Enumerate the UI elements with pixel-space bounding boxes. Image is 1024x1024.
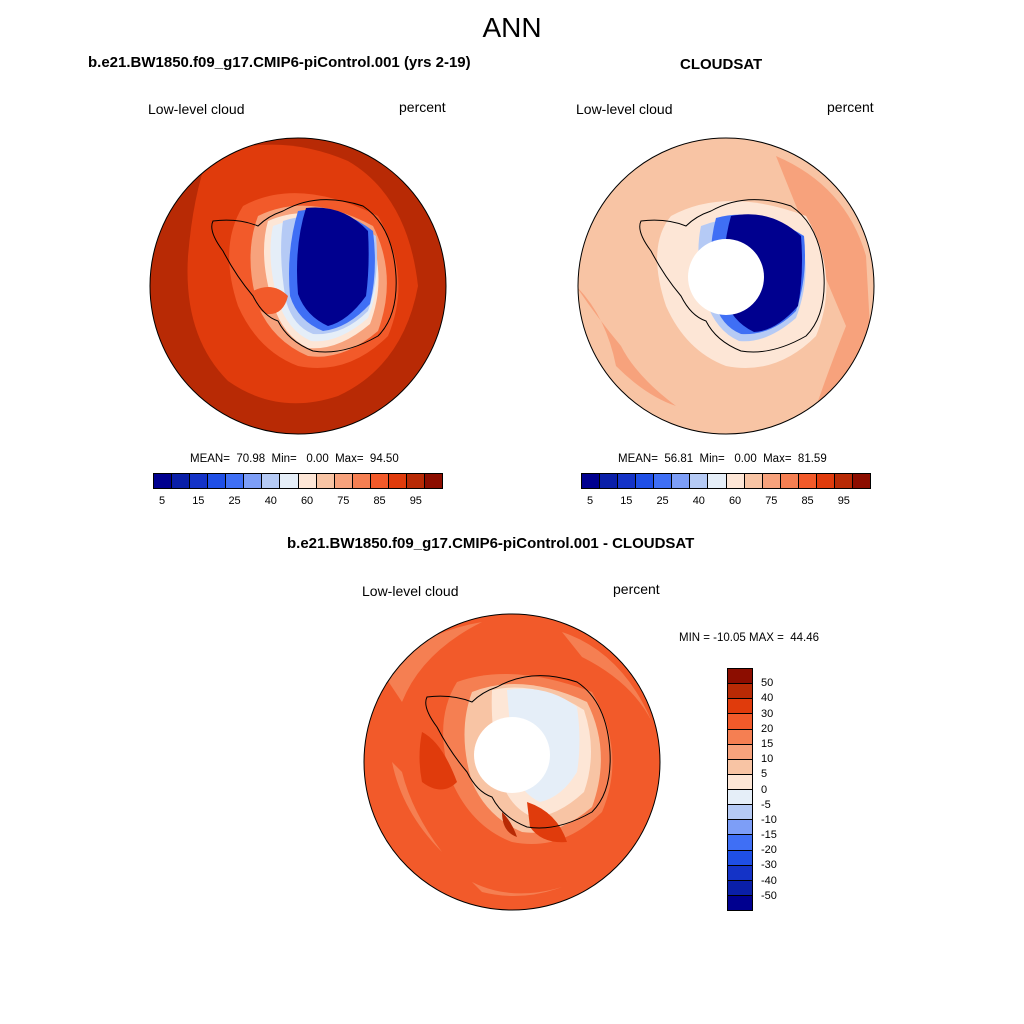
colorbar-swatch bbox=[208, 474, 227, 488]
panel-2-stats: MEAN= 56.81 Min= 0.00 Max= 81.59 bbox=[618, 453, 827, 465]
colorbar-swatch bbox=[728, 790, 752, 806]
colorbar-swatch bbox=[190, 474, 209, 488]
colorbar-swatch bbox=[654, 474, 673, 488]
colorbar-swatch bbox=[834, 474, 853, 488]
colorbar-swatch bbox=[728, 699, 752, 715]
colorbar-swatch bbox=[728, 820, 752, 836]
colorbar-swatch bbox=[618, 474, 637, 488]
colorbar-tick-label: -20 bbox=[761, 844, 777, 857]
colorbar-tick-label: 5 bbox=[761, 768, 768, 781]
colorbar-tick-label: 30 bbox=[761, 707, 774, 720]
colorbar-tick-label: 0 bbox=[761, 783, 768, 796]
colorbar-tick-label: 50 bbox=[761, 677, 774, 690]
colorbar-swatch bbox=[816, 474, 835, 488]
panel-2-left-label: Low-level cloud bbox=[576, 101, 673, 117]
colorbar-tick-label: -15 bbox=[761, 829, 777, 842]
colorbar-swatch bbox=[280, 474, 299, 488]
colorbar-tick-label: 75 bbox=[765, 495, 778, 507]
panel-1-stats: MEAN= 70.98 Min= 0.00 Max= 94.50 bbox=[190, 453, 399, 465]
colorbar-tick-label: 60 bbox=[728, 495, 742, 507]
colorbar-tick-label: 5 bbox=[587, 495, 594, 507]
colorbar-swatch bbox=[728, 744, 752, 760]
panel-1-right-label: percent bbox=[399, 99, 446, 115]
colorbar-swatch bbox=[780, 474, 799, 488]
colorbar-tick-label: 60 bbox=[300, 495, 314, 507]
panel-2-colorbar bbox=[581, 473, 871, 489]
colorbar-swatch bbox=[798, 474, 817, 488]
colorbar-tick-label: 85 bbox=[801, 495, 814, 507]
colorbar-swatch bbox=[600, 474, 619, 488]
colorbar-tick-label: 15 bbox=[761, 737, 774, 750]
colorbar-tick-label: -50 bbox=[761, 889, 777, 902]
colorbar-tick-label: -40 bbox=[761, 874, 777, 887]
colorbar-swatch bbox=[728, 880, 752, 896]
panel-3-polar-map bbox=[363, 613, 661, 911]
colorbar-tick-label: 15 bbox=[620, 495, 633, 507]
colorbar-swatch bbox=[728, 774, 752, 790]
colorbar-swatch bbox=[726, 474, 745, 488]
colorbar-swatch bbox=[154, 474, 173, 488]
colorbar-tick-label: 20 bbox=[761, 722, 774, 735]
colorbar-swatch bbox=[298, 474, 317, 488]
colorbar-swatch bbox=[728, 759, 752, 775]
colorbar-swatch bbox=[406, 474, 425, 488]
colorbar-swatch bbox=[728, 729, 752, 745]
panel-2-title: CLOUDSAT bbox=[680, 56, 763, 73]
colorbar-tick-label: 85 bbox=[373, 495, 386, 507]
colorbar-swatch bbox=[370, 474, 389, 488]
colorbar-tick-label: 40 bbox=[692, 495, 705, 507]
panel-3-stats: MIN = -10.05 MAX = 44.46 bbox=[679, 632, 819, 644]
colorbar-swatch bbox=[728, 835, 752, 851]
season-title: ANN bbox=[482, 12, 542, 43]
panel-3-colorbar bbox=[727, 668, 753, 911]
colorbar-swatch bbox=[690, 474, 709, 488]
colorbar-tick-label: 40 bbox=[264, 495, 277, 507]
colorbar-swatch bbox=[172, 474, 191, 488]
colorbar-swatch bbox=[334, 474, 353, 488]
colorbar-tick-label: -5 bbox=[761, 798, 771, 811]
colorbar-tick-label: -30 bbox=[761, 859, 777, 872]
colorbar-swatch bbox=[728, 684, 752, 700]
colorbar-swatch bbox=[728, 714, 752, 730]
panel-1-colorbar bbox=[153, 473, 443, 489]
colorbar-swatch bbox=[388, 474, 407, 488]
colorbar-swatch bbox=[244, 474, 263, 488]
colorbar-swatch bbox=[708, 474, 727, 488]
colorbar-swatch bbox=[262, 474, 281, 488]
panel-3-left-label: Low-level cloud bbox=[362, 583, 459, 599]
panel-3-right-label: percent bbox=[613, 581, 660, 597]
colorbar-swatch bbox=[728, 805, 752, 821]
colorbar-swatch bbox=[582, 474, 601, 488]
colorbar-tick-label: 95 bbox=[409, 495, 422, 507]
colorbar-tick-label: 25 bbox=[228, 495, 241, 507]
colorbar-swatch bbox=[728, 865, 752, 881]
colorbar-tick-label: 25 bbox=[656, 495, 669, 507]
colorbar-tick-label: 40 bbox=[761, 692, 774, 705]
panel-1-left-label: Low-level cloud bbox=[148, 101, 245, 117]
colorbar-swatch bbox=[744, 474, 763, 488]
colorbar-swatch bbox=[728, 850, 752, 866]
colorbar-swatch bbox=[352, 474, 371, 488]
colorbar-swatch bbox=[226, 474, 245, 488]
colorbar-swatch bbox=[424, 474, 442, 488]
colorbar-tick-label: 75 bbox=[337, 495, 350, 507]
panel-2-polar-map bbox=[577, 137, 875, 435]
panel-1-title: b.e21.BW1850.f09_g17.CMIP6-piControl.001… bbox=[88, 54, 471, 71]
panel-2-right-label: percent bbox=[827, 99, 874, 115]
colorbar-swatch bbox=[728, 669, 752, 685]
colorbar-swatch bbox=[672, 474, 691, 488]
colorbar-swatch bbox=[852, 474, 870, 488]
colorbar-swatch bbox=[636, 474, 655, 488]
panel-3-title: b.e21.BW1850.f09_g17.CMIP6-piControl.001… bbox=[287, 535, 695, 552]
colorbar-swatch bbox=[762, 474, 781, 488]
colorbar-tick-label: 10 bbox=[761, 753, 774, 766]
colorbar-swatch bbox=[728, 895, 752, 910]
colorbar-swatch bbox=[316, 474, 335, 488]
colorbar-tick-label: 15 bbox=[192, 495, 205, 507]
colorbar-tick-label: 5 bbox=[159, 495, 166, 507]
colorbar-tick-label: 95 bbox=[837, 495, 850, 507]
panel-1-polar-map bbox=[149, 137, 447, 435]
colorbar-tick-label: -10 bbox=[761, 813, 777, 826]
